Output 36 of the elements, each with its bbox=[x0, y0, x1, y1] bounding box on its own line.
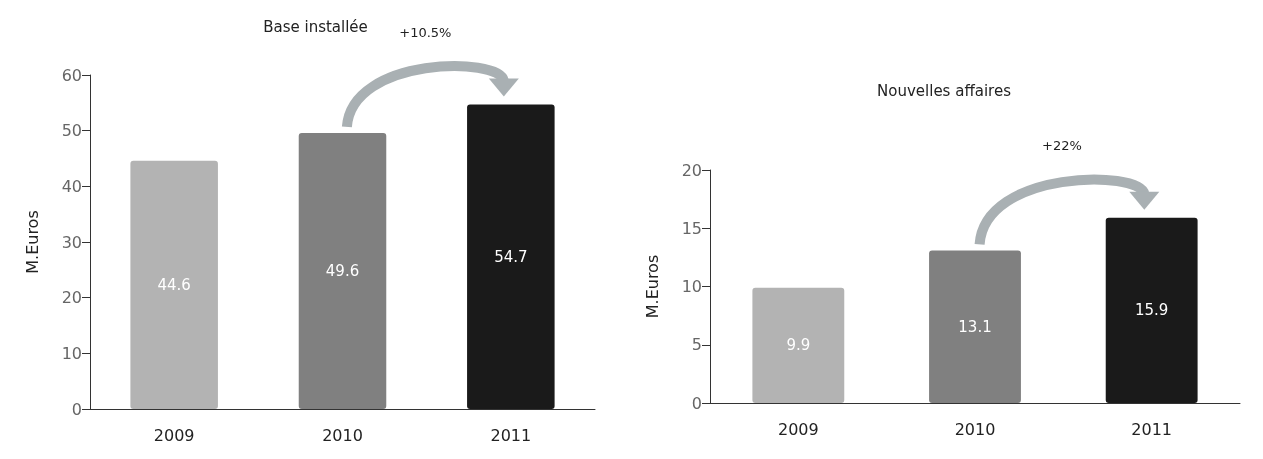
y-tick-label: 15 bbox=[681, 218, 702, 238]
bar bbox=[298, 132, 387, 409]
y-tick-label: 50 bbox=[61, 121, 82, 141]
x-tick-label: 2010 bbox=[322, 425, 363, 445]
data-label: 49.6 bbox=[325, 261, 360, 280]
y-axis-title: M.Euros bbox=[22, 210, 42, 274]
text: +10.5% bbox=[399, 24, 452, 40]
y-tick-label: 0 bbox=[71, 399, 82, 419]
y-tick-label: 60 bbox=[61, 65, 82, 85]
x-tick-label: 2009 bbox=[777, 419, 819, 439]
chart-title: Nouvelles affaires bbox=[877, 81, 1012, 100]
y-axis-title: M.Euros bbox=[642, 254, 662, 319]
x-tick-label: 2011 bbox=[1131, 419, 1173, 439]
text: +22% bbox=[1041, 137, 1083, 153]
data-label: 15.9 bbox=[1134, 301, 1169, 320]
bar bbox=[752, 287, 845, 403]
y-tick-label: 40 bbox=[61, 176, 82, 196]
y-tick-label: 20 bbox=[681, 160, 702, 180]
y-tick-label: 10 bbox=[61, 343, 82, 363]
y-tick-label: 30 bbox=[61, 232, 82, 252]
y-tick-label: 0 bbox=[691, 393, 702, 413]
data-label: 54.7 bbox=[494, 247, 528, 266]
x-tick-label: 2009 bbox=[153, 425, 195, 445]
x-tick-label: 2011 bbox=[490, 425, 532, 445]
bar bbox=[130, 160, 218, 409]
y-tick-label: 10 bbox=[681, 277, 702, 296]
bar bbox=[1105, 217, 1198, 403]
x-tick-label: 2010 bbox=[954, 419, 996, 439]
data-label: 13.1 bbox=[958, 317, 992, 336]
bar bbox=[467, 104, 555, 409]
data-label: 44.6 bbox=[157, 275, 191, 294]
y-tick-label: 5 bbox=[691, 335, 702, 355]
chart-title: Base installée bbox=[263, 17, 368, 36]
bar bbox=[929, 250, 1021, 403]
y-tick-label: 20 bbox=[61, 288, 82, 308]
data-label: 9.9 bbox=[786, 336, 811, 355]
